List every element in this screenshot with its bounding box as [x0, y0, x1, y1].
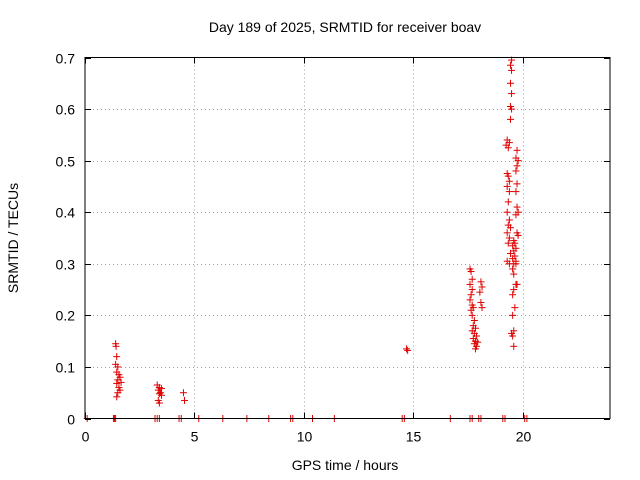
data-point [158, 391, 166, 399]
data-point [508, 66, 516, 74]
x-axis-label: GPS time / hours [292, 457, 399, 473]
data-point [508, 90, 516, 98]
data-point [468, 275, 476, 283]
data-point [505, 188, 513, 196]
data-point [512, 167, 520, 175]
data-point [467, 291, 475, 299]
data-point [509, 265, 517, 273]
data-point [510, 342, 518, 350]
data-point [509, 311, 517, 319]
grid-lines [85, 57, 610, 419]
data-point [508, 105, 516, 113]
y-tick-label: 0.1 [56, 360, 76, 376]
data-point [513, 162, 521, 170]
data-point [514, 231, 522, 239]
data-point [113, 353, 121, 361]
data-point [503, 182, 511, 190]
data-point [508, 329, 516, 337]
data-point [466, 280, 474, 288]
y-tick-label: 0.4 [56, 205, 76, 221]
data-point [513, 146, 521, 154]
data-point [510, 247, 518, 255]
y-tick-label: 0.2 [56, 308, 76, 324]
y-tick-label: 0.5 [56, 154, 76, 170]
data-point [513, 280, 521, 288]
data-point [466, 296, 474, 304]
data-point [112, 342, 120, 350]
data-point [474, 338, 482, 346]
data-point [511, 304, 519, 312]
data-point [506, 224, 514, 232]
y-tick-labels: 0 0.1 0.2 0.3 0.4 0.5 0.6 0.7 [56, 51, 76, 428]
data-point [114, 389, 122, 397]
plot-markers [83, 56, 531, 422]
data-point [513, 180, 521, 188]
data-point [506, 79, 514, 87]
data-point [506, 115, 514, 123]
data-point [467, 268, 475, 276]
data-point [468, 311, 476, 319]
x-tick-label: 15 [406, 429, 422, 445]
data-point [467, 306, 475, 314]
data-point [505, 216, 513, 224]
data-point [478, 283, 486, 291]
data-point [478, 304, 486, 312]
data-point [512, 188, 520, 196]
data-point [477, 298, 485, 306]
data-point [510, 270, 518, 278]
data-point [113, 379, 121, 387]
data-point [510, 286, 518, 294]
y-tick-label: 0.3 [56, 257, 76, 273]
data-point [158, 385, 166, 393]
data-point [181, 396, 189, 404]
data-point [404, 346, 412, 354]
data-point [514, 157, 522, 165]
data-point [471, 345, 479, 353]
data-point [504, 198, 512, 206]
data-point [512, 260, 520, 268]
data-point [505, 177, 513, 185]
data-point [477, 278, 485, 286]
data-point [509, 291, 517, 299]
x-tick-label: 0 [82, 429, 90, 445]
data-point [117, 378, 125, 386]
data-point [513, 203, 521, 211]
data-point [113, 393, 121, 401]
data-point [403, 345, 411, 353]
data-point [506, 61, 514, 69]
data-point [504, 239, 512, 247]
plot-frame [84, 57, 611, 419]
data-point [503, 229, 511, 237]
chart-title: Day 189 of 2025, SRMTID for receiver boa… [209, 19, 481, 35]
data-point [476, 288, 484, 296]
data-point [470, 317, 478, 325]
data-point [503, 208, 511, 216]
data-point [504, 172, 512, 180]
data-point [504, 144, 512, 152]
axis-ticks [85, 57, 610, 420]
data-point [114, 363, 122, 371]
data-point [155, 399, 163, 407]
data-point [468, 286, 476, 294]
data-point [505, 139, 513, 147]
x-tick-label: 20 [516, 429, 532, 445]
x-tick-labels: 0 5 10 15 20 [82, 429, 532, 445]
x-tick-label: 5 [191, 429, 199, 445]
x-tick-label: 10 [297, 429, 313, 445]
data-point [512, 211, 520, 219]
y-tick-label: 0.6 [56, 102, 76, 118]
y-axis-label: SRMTID / TECUs [5, 183, 21, 293]
data-point [179, 389, 187, 397]
data-point [505, 234, 513, 242]
y-tick-label: 0.7 [56, 51, 76, 67]
y-tick-label: 0 [67, 412, 75, 428]
